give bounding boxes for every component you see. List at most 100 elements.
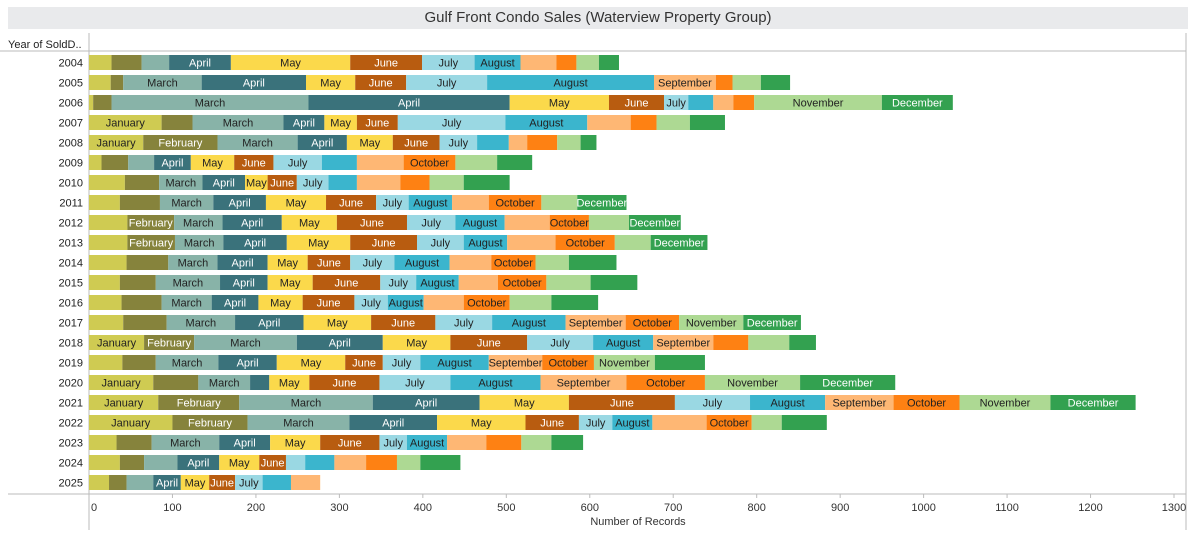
bar-segment-february[interactable] bbox=[119, 455, 145, 470]
bar-segment-june[interactable] bbox=[267, 175, 297, 190]
bar-segment-august[interactable] bbox=[262, 475, 291, 490]
bar-segment-may[interactable] bbox=[306, 75, 356, 90]
bar-segment-december[interactable] bbox=[497, 155, 533, 170]
bar-segment-june[interactable] bbox=[350, 55, 423, 70]
bar-segment-september[interactable] bbox=[423, 295, 464, 310]
bar-segment-june[interactable] bbox=[326, 195, 377, 210]
bar-segment-july[interactable] bbox=[578, 415, 613, 430]
bar-segment-july[interactable] bbox=[406, 215, 456, 230]
bar-segment-september[interactable] bbox=[654, 75, 716, 90]
bar-segment-august[interactable] bbox=[612, 415, 653, 430]
bar-segment-december[interactable] bbox=[881, 95, 953, 110]
bar-segment-may[interactable] bbox=[267, 275, 313, 290]
bar-segment-march[interactable] bbox=[126, 475, 154, 490]
bar-segment-december[interactable] bbox=[1050, 395, 1136, 410]
bar-segment-november[interactable] bbox=[704, 375, 801, 390]
bar-segment-march[interactable] bbox=[159, 175, 203, 190]
bar-segment-january[interactable] bbox=[89, 275, 120, 290]
bar-segment-december[interactable] bbox=[629, 215, 681, 230]
bar-segment-february[interactable] bbox=[161, 115, 193, 130]
bar-segment-december[interactable] bbox=[598, 55, 619, 70]
bar-segment-december[interactable] bbox=[650, 235, 708, 250]
bar-segment-july[interactable] bbox=[379, 435, 407, 450]
bar-segment-september[interactable] bbox=[290, 475, 321, 490]
bar-segment-january[interactable] bbox=[89, 395, 159, 410]
bar-segment-april[interactable] bbox=[219, 435, 271, 450]
bar-segment-december[interactable] bbox=[551, 295, 599, 310]
bar-segment-may[interactable] bbox=[190, 155, 235, 170]
bar-segment-june[interactable] bbox=[568, 395, 675, 410]
bar-segment-may[interactable] bbox=[267, 255, 308, 270]
bar-segment-october[interactable] bbox=[626, 375, 705, 390]
bar-segment-april[interactable] bbox=[235, 315, 304, 330]
bar-segment-april[interactable] bbox=[250, 375, 270, 390]
bar-segment-february[interactable] bbox=[116, 435, 152, 450]
bar-segment-august[interactable] bbox=[321, 155, 357, 170]
bar-segment-july[interactable] bbox=[439, 135, 478, 150]
bar-segment-march[interactable] bbox=[166, 315, 236, 330]
bar-segment-january[interactable] bbox=[89, 435, 117, 450]
bar-segment-april[interactable] bbox=[169, 55, 231, 70]
bar-segment-june[interactable] bbox=[209, 475, 236, 490]
bar-segment-june[interactable] bbox=[259, 455, 286, 470]
bar-segment-june[interactable] bbox=[355, 75, 407, 90]
bar-segment-march[interactable] bbox=[247, 415, 350, 430]
bar-segment-july[interactable] bbox=[379, 375, 451, 390]
bar-segment-september[interactable] bbox=[507, 235, 556, 250]
bar-segment-october[interactable] bbox=[625, 315, 680, 330]
bar-segment-january[interactable] bbox=[89, 55, 112, 70]
bar-segment-march[interactable] bbox=[151, 435, 220, 450]
bar-segment-march[interactable] bbox=[159, 195, 214, 210]
bar-segment-august[interactable] bbox=[455, 215, 505, 230]
bar-segment-march[interactable] bbox=[111, 95, 309, 110]
bar-segment-october[interactable] bbox=[486, 435, 522, 450]
bar-segment-february[interactable] bbox=[153, 375, 199, 390]
bar-segment-august[interactable] bbox=[492, 315, 566, 330]
bar-segment-december[interactable] bbox=[420, 455, 461, 470]
bar-segment-january[interactable] bbox=[89, 335, 145, 350]
bar-segment-march[interactable] bbox=[168, 255, 218, 270]
bar-segment-april[interactable] bbox=[154, 155, 191, 170]
bar-segment-may[interactable] bbox=[324, 115, 357, 130]
bar-segment-july[interactable] bbox=[285, 455, 306, 470]
bar-segment-august[interactable] bbox=[593, 335, 654, 350]
bar-segment-october[interactable] bbox=[715, 75, 733, 90]
bar-segment-january[interactable] bbox=[89, 455, 120, 470]
bar-segment-july[interactable] bbox=[664, 95, 689, 110]
bar-segment-march[interactable] bbox=[198, 375, 251, 390]
bar-segment-november[interactable] bbox=[535, 255, 569, 270]
bar-segment-january[interactable] bbox=[89, 355, 123, 370]
bar-segment-november[interactable] bbox=[546, 275, 591, 290]
bar-segment-november[interactable] bbox=[521, 435, 552, 450]
bar-segment-november[interactable] bbox=[593, 355, 655, 370]
bar-segment-february[interactable] bbox=[127, 215, 175, 230]
bar-segment-february[interactable] bbox=[110, 75, 124, 90]
bar-segment-april[interactable] bbox=[372, 395, 480, 410]
bar-segment-june[interactable] bbox=[371, 315, 436, 330]
bar-segment-february[interactable] bbox=[126, 255, 169, 270]
bar-segment-may[interactable] bbox=[303, 315, 372, 330]
bar-segment-february[interactable] bbox=[158, 395, 240, 410]
bar-segment-october[interactable] bbox=[733, 95, 755, 110]
bar-segment-january[interactable] bbox=[89, 295, 122, 310]
bar-segment-november[interactable] bbox=[614, 235, 651, 250]
bar-segment-may[interactable] bbox=[265, 195, 327, 210]
bar-segment-august[interactable] bbox=[305, 455, 335, 470]
bar-segment-march[interactable] bbox=[141, 55, 170, 70]
bar-segment-january[interactable] bbox=[89, 175, 125, 190]
bar-segment-april[interactable] bbox=[153, 475, 181, 490]
bar-segment-august[interactable] bbox=[420, 355, 489, 370]
bar-segment-august[interactable] bbox=[406, 435, 448, 450]
bar-segment-january[interactable] bbox=[89, 195, 120, 210]
bar-segment-december[interactable] bbox=[800, 375, 896, 390]
bar-segment-september[interactable] bbox=[488, 355, 543, 370]
bar-segment-december[interactable] bbox=[580, 135, 597, 150]
bar-segment-november[interactable] bbox=[732, 75, 761, 90]
bar-segment-september[interactable] bbox=[825, 395, 894, 410]
bar-segment-january[interactable] bbox=[89, 235, 128, 250]
bar-segment-november[interactable] bbox=[396, 455, 421, 470]
bar-segment-september[interactable] bbox=[653, 335, 714, 350]
bar-segment-october[interactable] bbox=[403, 155, 456, 170]
bar-segment-may[interactable] bbox=[346, 135, 393, 150]
bar-segment-september[interactable] bbox=[587, 115, 631, 130]
